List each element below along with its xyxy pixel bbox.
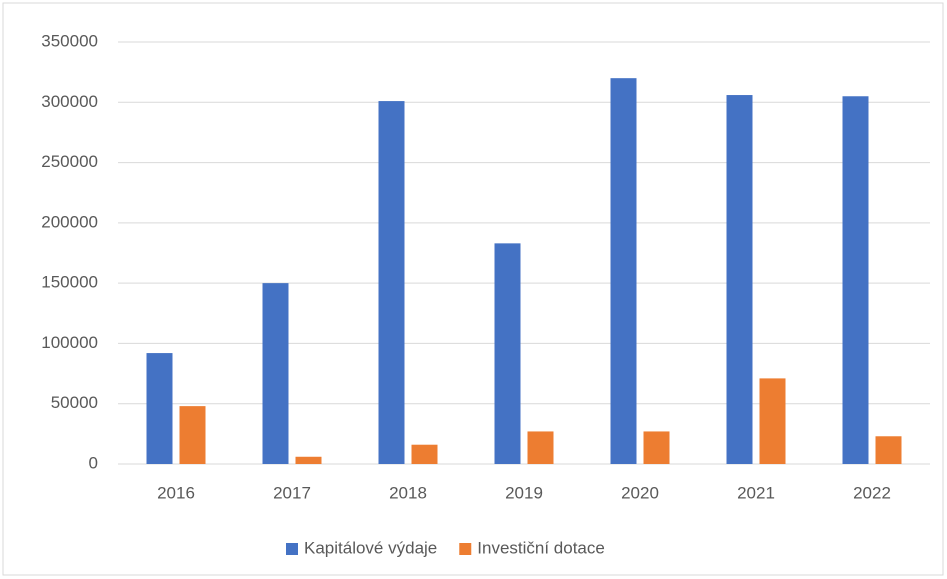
bar [527, 431, 554, 464]
y-tick-label: 250000 [41, 152, 98, 171]
legend-label: Kapitálové výdaje [304, 538, 437, 557]
x-tick-label: 2016 [157, 483, 195, 502]
y-tick-label: 50000 [51, 393, 98, 412]
y-tick-label: 0 [89, 453, 98, 472]
legend-label: Investiční dotace [477, 538, 605, 557]
legend-swatch [286, 543, 298, 555]
x-tick-label: 2017 [273, 483, 311, 502]
bar [179, 406, 206, 464]
bar [295, 456, 322, 464]
x-tick-label: 2021 [737, 483, 775, 502]
y-tick-label: 350000 [41, 31, 98, 50]
bar [726, 95, 753, 465]
bar [146, 353, 173, 464]
bar [610, 78, 637, 465]
x-tick-label: 2022 [853, 483, 891, 502]
bar [378, 101, 405, 464]
bar [643, 431, 670, 464]
bar [759, 378, 786, 464]
bar [494, 243, 521, 464]
y-tick-label: 200000 [41, 212, 98, 231]
x-tick-label: 2018 [389, 483, 427, 502]
bar [842, 96, 869, 464]
bar [262, 283, 289, 464]
x-tick-label: 2019 [505, 483, 543, 502]
y-tick-label: 300000 [41, 92, 98, 111]
y-tick-label: 150000 [41, 273, 98, 292]
legend-swatch [459, 543, 472, 555]
bar [875, 436, 902, 464]
bar [411, 444, 438, 464]
x-tick-label: 2020 [621, 483, 659, 502]
y-tick-label: 100000 [41, 333, 98, 352]
